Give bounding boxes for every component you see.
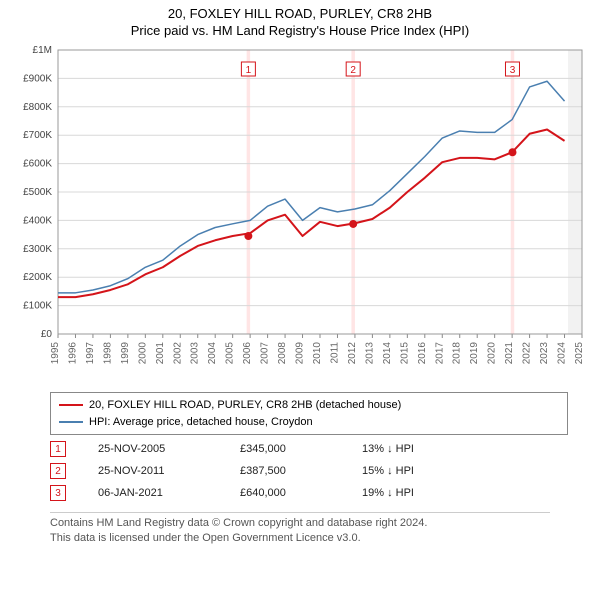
svg-text:1997: 1997 [85, 342, 96, 365]
footnote-line-2: This data is licensed under the Open Gov… [50, 531, 550, 546]
event-row: 3 06-JAN-2021 £640,000 19% ↓ HPI [50, 482, 414, 504]
svg-text:2005: 2005 [225, 342, 236, 365]
svg-text:£500K: £500K [23, 187, 52, 198]
event-row: 1 25-NOV-2005 £345,000 13% ↓ HPI [50, 438, 414, 460]
event-diff: 15% ↓ HPI [362, 465, 414, 477]
title-line-2: Price paid vs. HM Land Registry's House … [0, 23, 600, 40]
svg-text:2019: 2019 [469, 342, 480, 365]
legend-swatch-property [59, 404, 83, 406]
svg-text:£600K: £600K [23, 159, 52, 170]
svg-text:2003: 2003 [190, 342, 201, 365]
svg-text:2010: 2010 [312, 342, 323, 365]
legend-label-hpi: HPI: Average price, detached house, Croy… [89, 414, 313, 431]
svg-text:£0: £0 [41, 329, 53, 340]
legend-row-hpi: HPI: Average price, detached house, Croy… [59, 414, 559, 431]
svg-text:2020: 2020 [487, 342, 498, 365]
title-line-1: 20, FOXLEY HILL ROAD, PURLEY, CR8 2HB [0, 6, 600, 23]
events-table: 1 25-NOV-2005 £345,000 13% ↓ HPI 2 25-NOV-201… [50, 438, 414, 504]
svg-text:2013: 2013 [364, 342, 375, 365]
svg-text:2007: 2007 [260, 342, 271, 365]
svg-text:3: 3 [510, 65, 516, 76]
event-marker: 3 [50, 485, 66, 501]
svg-text:2011: 2011 [329, 342, 340, 364]
svg-text:£1M: £1M [33, 45, 52, 56]
event-date: 06-JAN-2021 [98, 487, 208, 499]
event-price: £387,500 [240, 465, 330, 477]
svg-text:1995: 1995 [50, 342, 61, 365]
event-price: £640,000 [240, 487, 330, 499]
svg-text:2012: 2012 [347, 342, 358, 365]
svg-text:2022: 2022 [522, 342, 533, 365]
event-date: 25-NOV-2011 [98, 465, 208, 477]
svg-text:£300K: £300K [23, 244, 52, 255]
svg-text:£100K: £100K [23, 301, 52, 312]
svg-text:2025: 2025 [574, 342, 585, 365]
svg-text:£200K: £200K [23, 272, 52, 283]
title-block: 20, FOXLEY HILL ROAD, PURLEY, CR8 2HB Pr… [0, 0, 600, 40]
svg-text:1: 1 [246, 65, 252, 76]
svg-text:2001: 2001 [155, 342, 166, 365]
svg-text:2014: 2014 [382, 342, 393, 365]
event-diff: 19% ↓ HPI [362, 487, 414, 499]
svg-text:£800K: £800K [23, 102, 52, 113]
footnote: Contains HM Land Registry data © Crown c… [50, 512, 550, 546]
svg-text:2015: 2015 [399, 342, 410, 365]
svg-text:1999: 1999 [120, 342, 131, 365]
event-marker: 1 [50, 441, 66, 457]
svg-text:2008: 2008 [277, 342, 288, 365]
legend-box: 20, FOXLEY HILL ROAD, PURLEY, CR8 2HB (d… [50, 392, 568, 435]
event-row: 2 25-NOV-2011 £387,500 15% ↓ HPI [50, 460, 414, 482]
event-price: £345,000 [240, 443, 330, 455]
svg-text:£700K: £700K [23, 130, 52, 141]
svg-text:2000: 2000 [137, 342, 148, 365]
legend-label-property: 20, FOXLEY HILL ROAD, PURLEY, CR8 2HB (d… [89, 397, 401, 414]
legend-swatch-hpi [59, 421, 83, 423]
chart-area: £0 £100K £200K £300K £400K £500K £600K £700K £80… [10, 44, 590, 384]
legend-row-property: 20, FOXLEY HILL ROAD, PURLEY, CR8 2HB (d… [59, 397, 559, 414]
svg-text:2017: 2017 [434, 342, 445, 365]
svg-text:2: 2 [350, 65, 356, 76]
svg-text:2021: 2021 [504, 342, 515, 365]
svg-text:2002: 2002 [172, 342, 183, 365]
svg-text:1998: 1998 [102, 342, 113, 365]
svg-text:2023: 2023 [539, 342, 550, 365]
svg-text:£900K: £900K [23, 73, 52, 84]
event-diff: 13% ↓ HPI [362, 443, 414, 455]
footnote-line-1: Contains HM Land Registry data © Crown c… [50, 516, 550, 531]
svg-text:2006: 2006 [242, 342, 253, 365]
svg-text:2016: 2016 [417, 342, 428, 365]
svg-text:1996: 1996 [67, 342, 78, 365]
event-date: 25-NOV-2005 [98, 443, 208, 455]
svg-text:2004: 2004 [207, 342, 218, 365]
chart-svg: £0 £100K £200K £300K £400K £500K £600K £700K £80… [10, 44, 590, 384]
svg-text:2018: 2018 [452, 342, 463, 365]
svg-text:2024: 2024 [557, 342, 568, 365]
svg-text:2009: 2009 [295, 342, 306, 365]
svg-text:£400K: £400K [23, 215, 52, 226]
event-marker: 2 [50, 463, 66, 479]
figure-container: 20, FOXLEY HILL ROAD, PURLEY, CR8 2HB Pr… [0, 0, 600, 590]
